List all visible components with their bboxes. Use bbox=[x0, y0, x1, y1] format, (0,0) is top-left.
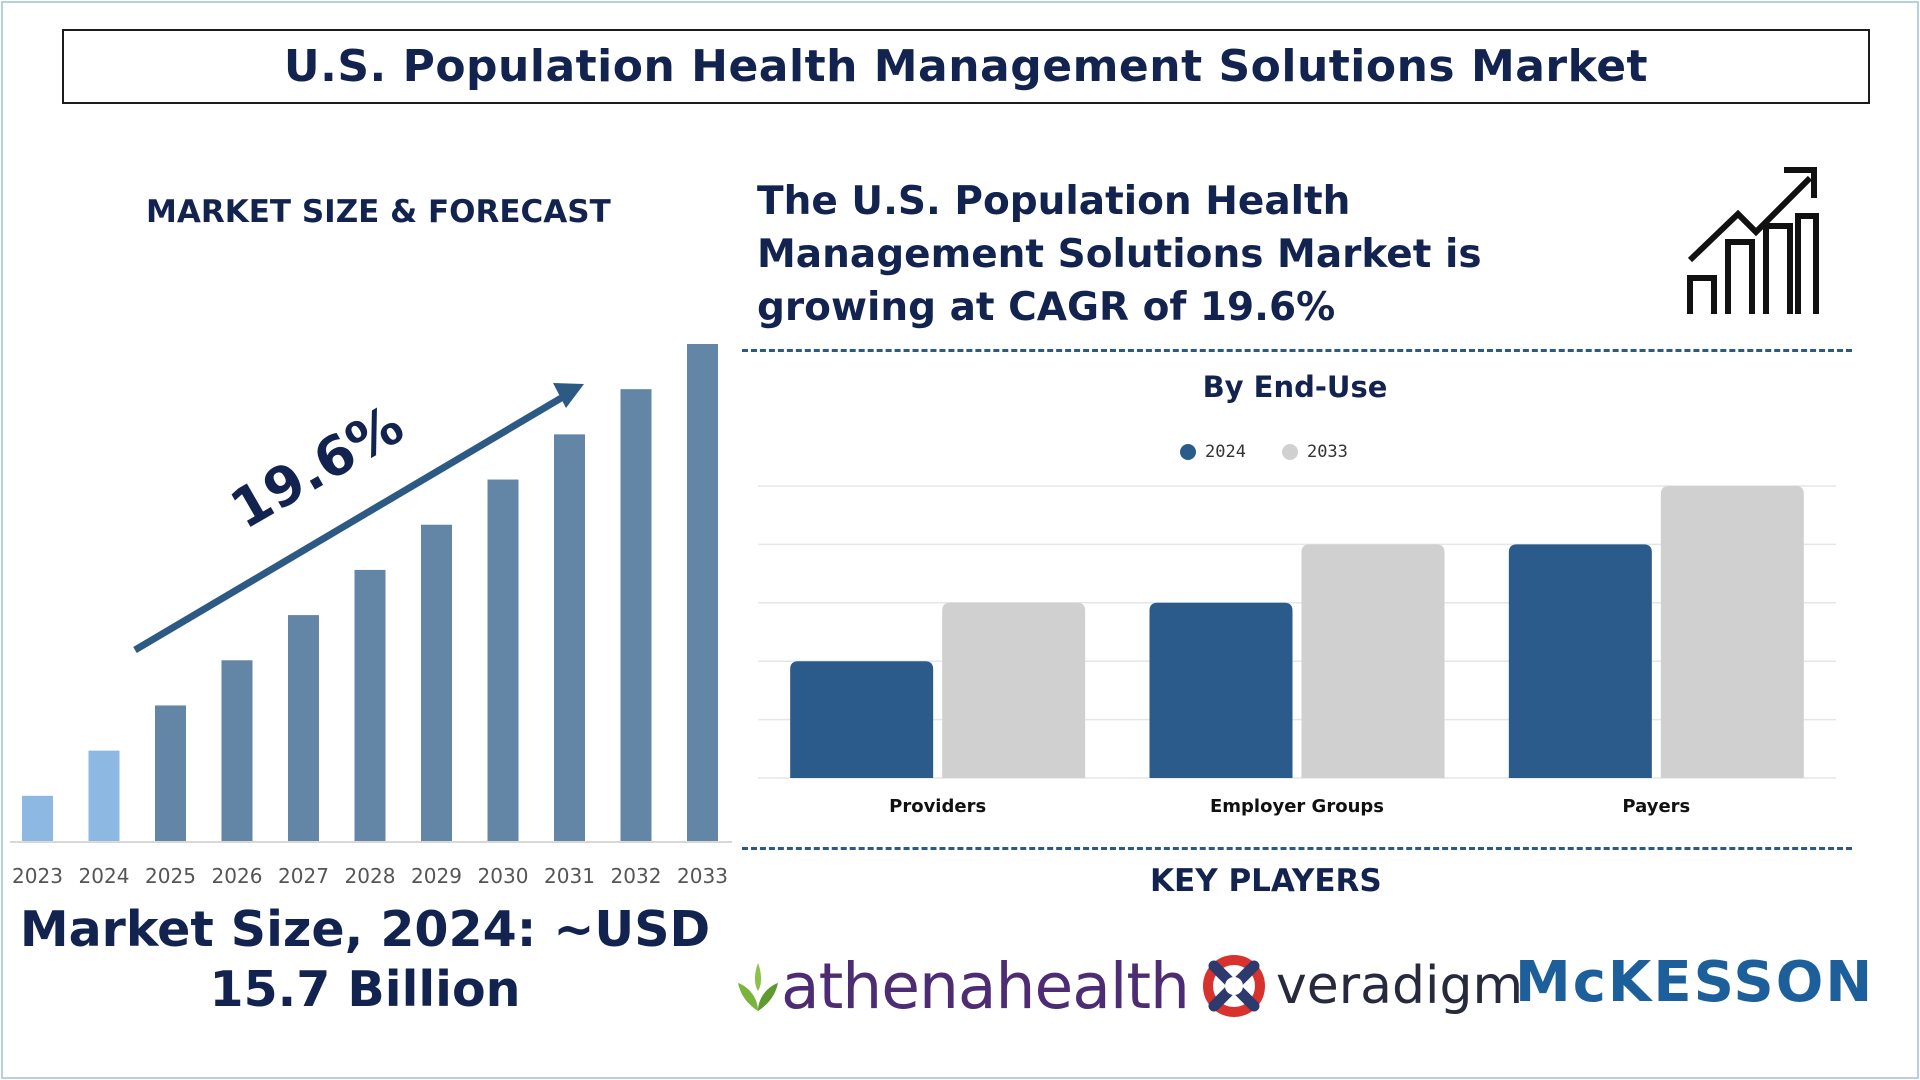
market-size-2024: Market Size, 2024: ~USD 15.7 Billion bbox=[19, 901, 711, 1018]
athenahealth-logo: athenahealth bbox=[735, 950, 1190, 1023]
athenahealth-wordmark: athenahealth bbox=[781, 950, 1190, 1023]
cagr-arrow-label: 19.6% bbox=[220, 393, 414, 541]
forecast-tick-2029: 2029 bbox=[411, 864, 462, 888]
bar-employer-groups-2024 bbox=[1149, 602, 1293, 778]
veradigm-logo: veradigm bbox=[1200, 952, 1523, 1020]
section-divider-bottom bbox=[742, 847, 1852, 850]
title-banner: U.S. Population Health Management Soluti… bbox=[62, 29, 1870, 104]
growth-arrow-head bbox=[553, 383, 584, 408]
bar-payers-2024 bbox=[1508, 544, 1652, 778]
forecast-bar-2026 bbox=[221, 660, 253, 841]
forecast-bar-2029 bbox=[421, 524, 452, 841]
forecast-bar-2025 bbox=[155, 705, 186, 841]
key-players-label: KEY PLAYERS bbox=[1150, 863, 1382, 899]
forecast-tick-2033: 2033 bbox=[677, 864, 728, 888]
bar-payers-2033 bbox=[1660, 486, 1804, 778]
forecast-bar-2030 bbox=[487, 479, 519, 841]
page-title: U.S. Population Health Management Soluti… bbox=[283, 41, 1649, 92]
forecast-bar-2027 bbox=[288, 615, 319, 841]
forecast-tick-2024: 2024 bbox=[79, 864, 130, 888]
market-size-forecast-label: MARKET SIZE & FORECAST bbox=[146, 194, 611, 230]
bar-providers-2033 bbox=[942, 602, 1086, 778]
forecast-tick-2028: 2028 bbox=[345, 864, 396, 888]
forecast-tick-2027: 2027 bbox=[278, 864, 329, 888]
forecast-tick-2023: 2023 bbox=[12, 864, 63, 888]
category-label-payers: Payers bbox=[1622, 796, 1690, 817]
category-label-employer-groups: Employer Groups bbox=[1210, 796, 1384, 817]
legend-swatch-2024 bbox=[1180, 444, 1196, 460]
forecast-bar-2024 bbox=[88, 750, 120, 841]
mckesson-wordmark: McKESSON bbox=[1515, 950, 1875, 1015]
forecast-bar-2033 bbox=[687, 344, 718, 841]
veradigm-wordmark: veradigm bbox=[1276, 956, 1524, 1016]
section-divider-top bbox=[742, 349, 1852, 352]
legend-label-2033: 2033 bbox=[1306, 442, 1348, 462]
mckesson-logo: McKESSON bbox=[1515, 950, 1874, 1015]
bar-providers-2024 bbox=[790, 661, 934, 778]
legend-label-2024: 2024 bbox=[1205, 442, 1246, 462]
forecast-tick-2031: 2031 bbox=[544, 864, 595, 888]
end-use-legend: 2024 2033 bbox=[1180, 442, 1348, 462]
legend-item-2033: 2033 bbox=[1281, 442, 1348, 462]
growth-chart-icon bbox=[1687, 167, 1819, 314]
growth-arrow bbox=[133, 390, 570, 654]
end-use-chart: Providers Employer Groups Payers bbox=[758, 485, 1836, 817]
veradigm-mark-icon bbox=[1203, 955, 1265, 1017]
cagr-statement: The U.S. Population Health Management So… bbox=[757, 179, 1482, 330]
legend-item-2024: 2024 bbox=[1180, 442, 1246, 462]
bar-employer-groups-2033 bbox=[1301, 544, 1445, 778]
forecast-bar-2028 bbox=[354, 569, 386, 841]
forecast-bar-2031 bbox=[554, 434, 585, 841]
athenahealth-leaf-icon bbox=[738, 962, 778, 1011]
forecast-bar-2023 bbox=[22, 795, 53, 841]
legend-swatch-2033 bbox=[1281, 444, 1298, 460]
forecast-bar-2032 bbox=[620, 389, 652, 841]
end-use-chart-title: By End-Use bbox=[1202, 370, 1388, 404]
category-label-providers: Providers bbox=[889, 796, 986, 817]
forecast-tick-2025: 2025 bbox=[145, 864, 196, 888]
market-forecast-chart: 2023 2024 2025 2026 2027 2028 2029 2030 2031 2032… bbox=[10, 344, 732, 888]
forecast-tick-2030: 2030 bbox=[478, 864, 529, 888]
forecast-tick-2026: 2026 bbox=[212, 864, 263, 888]
forecast-tick-2032: 2032 bbox=[611, 864, 662, 888]
